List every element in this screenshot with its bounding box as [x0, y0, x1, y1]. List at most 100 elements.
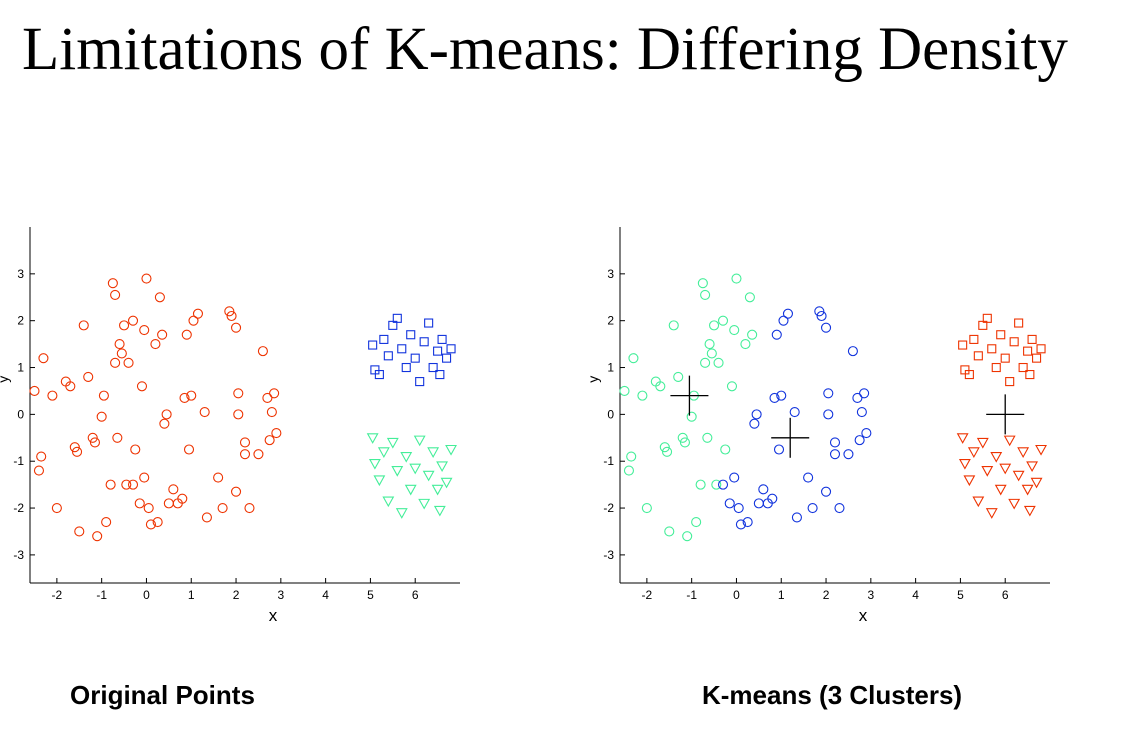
data-point-circle: [78, 320, 89, 331]
data-point-circle: [679, 437, 690, 448]
data-point-circle: [740, 339, 751, 350]
data-point-circle: [130, 444, 141, 455]
data-point-circle: [244, 503, 255, 514]
data-point-circle: [691, 517, 702, 528]
y-tick-label: 0: [607, 407, 614, 421]
data-point-circle: [87, 432, 98, 443]
data-point-circle: [747, 329, 758, 340]
data-point-circle: [700, 357, 711, 368]
data-point-circle: [677, 432, 688, 443]
y-tick-label: 2: [17, 314, 24, 328]
x-tick-label: 0: [733, 588, 740, 602]
data-point-circle: [177, 493, 188, 504]
data-point-circle: [107, 278, 118, 289]
data-point-circle: [623, 465, 635, 476]
data-point-circle: [769, 392, 780, 404]
data-point-square: [424, 318, 434, 328]
data-point-circle: [731, 273, 742, 284]
data-point-circle: [139, 325, 150, 336]
data-point-circle: [735, 519, 746, 530]
data-point-circle: [820, 486, 832, 497]
data-point-square: [368, 340, 378, 350]
data-point-circle: [183, 444, 195, 455]
data-point-circle: [71, 446, 83, 457]
data-point-circle: [74, 526, 85, 537]
slide-title: Limitations of K-means: Differing Densit…: [22, 16, 1068, 83]
data-point-triangle: [368, 459, 381, 470]
data-point-circle: [98, 390, 109, 401]
data-point-circle: [29, 385, 40, 396]
data-point-circle: [119, 320, 130, 331]
y-axis-label: y: [590, 376, 601, 383]
data-point-triangle: [427, 447, 440, 458]
data-point-circle: [823, 409, 834, 420]
data-point-triangle: [1012, 470, 1025, 482]
data-point-circle: [847, 346, 858, 357]
x-tick-label: 5: [367, 588, 374, 602]
data-point-square: [1025, 370, 1035, 380]
data-point-circle: [188, 315, 199, 326]
data-point-circle: [706, 348, 717, 359]
data-point-circle: [168, 484, 179, 495]
x-tick-label: 0: [143, 588, 150, 602]
data-point-circle: [704, 339, 715, 350]
data-point-circle: [233, 388, 244, 399]
data-point-triangle: [404, 484, 417, 496]
data-point-circle: [803, 472, 814, 483]
y-tick-label: -2: [603, 501, 614, 515]
data-point-circle: [105, 479, 116, 490]
data-point-circle: [724, 498, 735, 509]
data-point-circle: [854, 435, 865, 446]
data-point-square: [958, 340, 968, 350]
data-point-circle: [230, 322, 242, 333]
data-point-triangle: [373, 475, 386, 487]
data-point-circle: [157, 329, 168, 340]
data-point-square: [401, 362, 411, 373]
data-point-circle: [186, 390, 197, 401]
data-point-triangle: [391, 466, 404, 477]
scatter-plot-kmeans: -2 -1 0 1 2 3 4 5 6 -3 -2 -1 0 1 2 3 x y: [590, 227, 1050, 625]
data-point-circle: [51, 503, 62, 514]
data-point-square: [1014, 318, 1024, 328]
x-tick-label: 3: [867, 588, 874, 602]
data-point-triangle: [972, 496, 985, 508]
y-tick-label: 3: [17, 267, 24, 281]
data-point-triangle: [386, 437, 399, 449]
data-point-circle: [695, 479, 706, 490]
data-point-circle: [834, 503, 845, 514]
data-point-circle: [861, 428, 872, 439]
data-point-circle: [127, 479, 139, 490]
data-point-circle: [230, 486, 242, 497]
data-point-circle: [116, 348, 127, 359]
data-point-square: [1000, 353, 1010, 363]
data-point-circle: [181, 329, 192, 340]
y-tick-label: -1: [13, 454, 24, 468]
data-point-circle: [262, 392, 273, 404]
data-point-circle: [829, 449, 841, 460]
data-point-square: [428, 362, 438, 373]
data-point-circle: [179, 392, 190, 404]
data-point-circle: [744, 292, 755, 303]
data-point-circle: [110, 289, 121, 300]
y-tick-label: -3: [13, 548, 24, 562]
data-point-triangle: [1017, 447, 1030, 458]
data-point-square: [406, 330, 416, 340]
data-point-circle: [733, 503, 744, 514]
data-point-circle: [702, 432, 713, 443]
data-point-circle: [816, 310, 827, 322]
y-tick-label: -3: [603, 548, 614, 562]
x-tick-label: -1: [96, 588, 107, 602]
y-tick-label: 2: [607, 314, 614, 328]
data-point-square: [1005, 377, 1015, 387]
data-point-circle: [134, 498, 145, 509]
data-point-circle: [253, 449, 264, 460]
x-tick-label: 2: [233, 588, 240, 602]
data-point-square: [973, 351, 983, 361]
data-point-square: [987, 344, 997, 354]
data-point-triangle: [976, 437, 989, 449]
data-point-square: [1027, 334, 1037, 344]
x-tick-label: 6: [412, 588, 419, 602]
data-point-circle: [720, 444, 731, 455]
data-point-circle: [257, 346, 268, 357]
data-point-circle: [217, 503, 228, 514]
